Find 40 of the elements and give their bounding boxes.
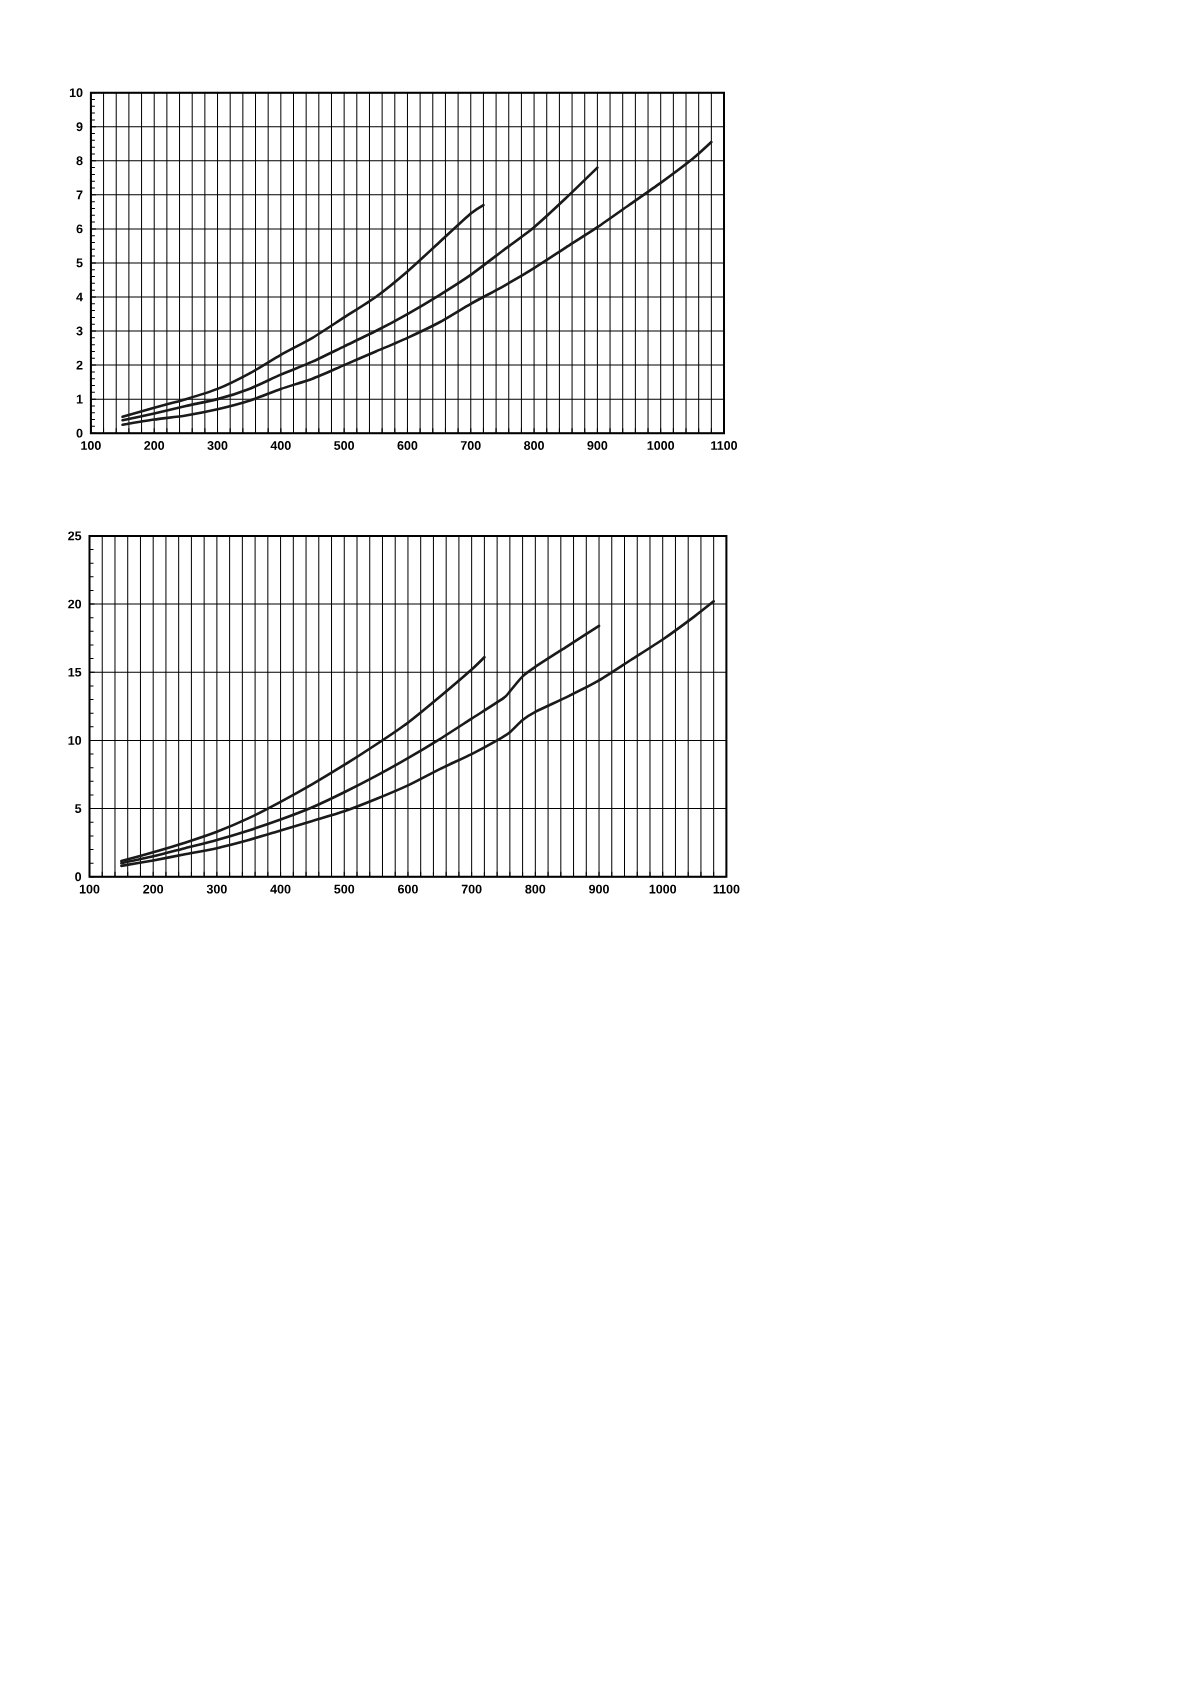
x-tick-label: 700 [460, 441, 481, 450]
y-tick-label: 10 [69, 88, 83, 98]
y-tick-label: 8 [76, 156, 83, 166]
x-tick-label: 600 [398, 884, 418, 894]
y-tick-label: 25 [68, 531, 82, 541]
line-series [121, 140, 713, 426]
y-tick-label: 7 [76, 190, 83, 200]
y-tick-label: 0 [76, 428, 83, 438]
x-tick-label: 500 [334, 884, 355, 894]
x-tick-label: 800 [524, 441, 544, 450]
x-tick-label: 100 [79, 884, 100, 894]
x-tick-label: 800 [525, 884, 546, 894]
y-tick-label: 15 [68, 667, 82, 677]
x-tick-label: 200 [143, 884, 164, 894]
x-tick-label: 1100 [711, 441, 738, 450]
y-tick-label: 10 [68, 736, 82, 745]
y-tick-label: 3 [76, 326, 83, 336]
x-tick-label: 300 [207, 441, 228, 450]
x-tick-label: 300 [206, 884, 227, 894]
x-tick-label: 600 [397, 441, 418, 450]
y-tick-label: 20 [68, 599, 82, 609]
x-tick-label: 900 [587, 441, 608, 450]
y-tick-label: 5 [75, 804, 82, 813]
x-tick-label: 1100 [713, 884, 740, 894]
x-tick-label: 900 [589, 884, 609, 894]
y-tick-label: 0 [75, 872, 82, 882]
y-tick-label: 2 [76, 360, 83, 370]
y-tick-label: 1 [76, 394, 83, 404]
y-tick-label: 6 [76, 224, 83, 234]
x-tick-label: 500 [334, 441, 355, 450]
x-tick-label: 400 [270, 441, 291, 450]
x-tick-label: 200 [144, 441, 165, 450]
x-tick-label: 1000 [649, 884, 677, 894]
x-tick-label: 700 [461, 884, 482, 894]
y-tick-label: 5 [76, 258, 83, 268]
y-tick-label: 4 [76, 292, 83, 302]
y-tick-label: 9 [76, 122, 83, 132]
x-tick-label: 400 [270, 884, 291, 894]
x-tick-label: 1000 [647, 441, 675, 450]
x-tick-label: 100 [81, 441, 101, 450]
